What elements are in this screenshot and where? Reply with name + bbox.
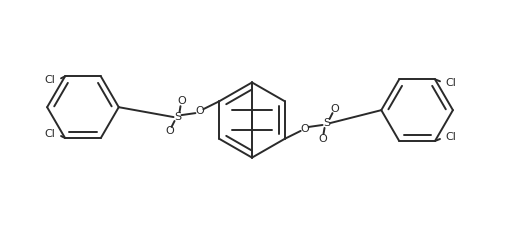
Text: O: O [165,126,174,136]
Text: O: O [330,104,339,114]
Text: O: O [318,134,327,144]
Text: S: S [323,118,330,128]
Text: Cl: Cl [44,129,55,139]
Text: Cl: Cl [445,132,456,142]
Text: O: O [177,96,186,106]
Text: Cl: Cl [44,75,55,85]
Text: O: O [300,124,309,134]
Text: Cl: Cl [445,78,456,88]
Text: S: S [174,112,181,122]
Text: O: O [195,106,204,116]
